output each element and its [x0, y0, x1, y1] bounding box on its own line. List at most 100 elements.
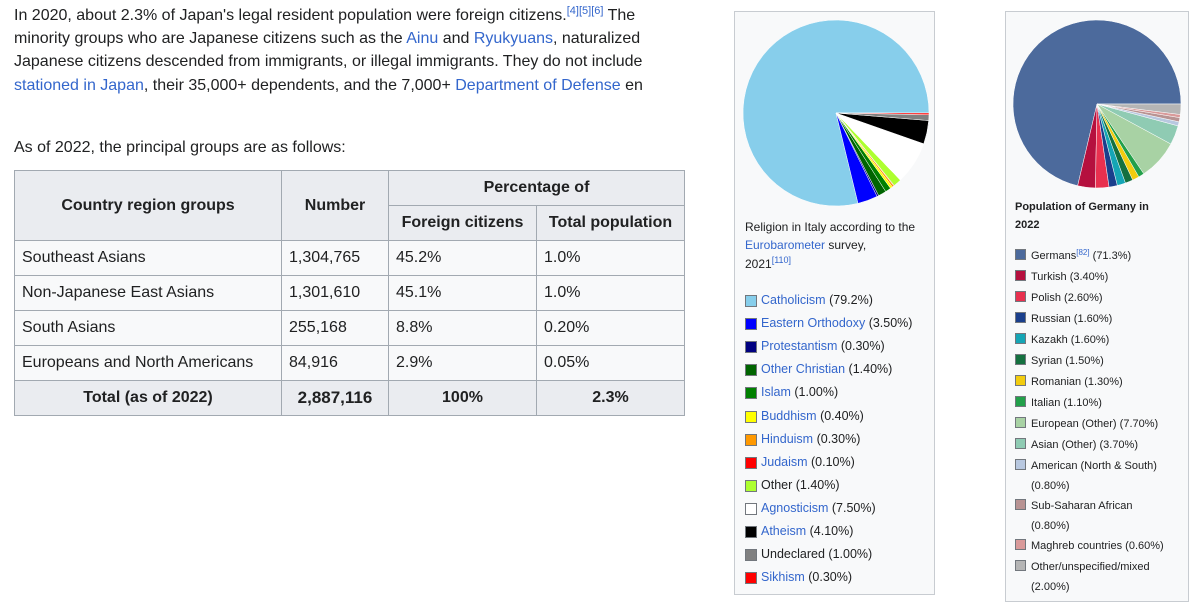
legend-swatch: [745, 526, 757, 538]
legend-label: Germans[82] (71.3%): [1031, 246, 1131, 266]
table-cell: 8.8%: [388, 310, 537, 346]
table-row: Non-Japanese East Asians 1,301,610 45.1% 1.…: [14, 275, 685, 311]
legend-text: Maghreb countries: [1031, 540, 1123, 552]
table-row: Southeast Asians 1,304,765 45.2% 1.0%: [14, 240, 685, 276]
paragraph-text: en: [620, 76, 643, 94]
legend-percentage: (1.10%): [1060, 397, 1102, 409]
legend-swatch: [745, 341, 757, 354]
eurobarometer-link[interactable]: Eurobarometer: [745, 238, 826, 253]
legend-link[interactable]: Protestantism: [761, 339, 838, 354]
paragraph-text: minority groups who are Japanese citizen…: [14, 30, 407, 48]
table-cell: 45.1%: [388, 275, 537, 311]
legend-link[interactable]: Buddhism: [761, 408, 817, 423]
legend-swatch: [745, 387, 757, 400]
legend-link[interactable]: Other Christian: [761, 362, 846, 377]
legend-percentage: (0.10%): [807, 454, 855, 469]
total-cell: 2.3%: [536, 380, 685, 416]
legend-percentage: (0.40%): [816, 408, 864, 423]
legend-text: Undeclared: [761, 547, 825, 562]
legend-label: European (Other) (7.70%): [1031, 414, 1158, 434]
legend-label: Polish (2.60%): [1031, 288, 1103, 308]
italy-religion-pie-chart: [742, 19, 930, 207]
legend-percentage: (1.50%): [1062, 355, 1104, 367]
article-link[interactable]: Ryukyuans: [473, 30, 553, 48]
legend-link[interactable]: Hinduism: [761, 431, 814, 446]
legend-text: Syrian: [1031, 355, 1063, 367]
legend-swatch: [745, 433, 757, 446]
germany-slice-other-unspecified-mixed: [1096, 103, 1182, 115]
legend-swatch: [745, 318, 757, 331]
article-link[interactable]: stationed in Japan: [14, 76, 144, 94]
legend-swatch: [1015, 438, 1026, 449]
italy-slice-catholicism: [742, 19, 930, 207]
legend-text: Italian: [1031, 397, 1061, 409]
legend-label: Other Christian (1.40%): [761, 362, 892, 376]
legend-percentage: (2.60%): [1060, 292, 1103, 304]
paragraph-text: , naturalized: [553, 30, 641, 48]
table-total-row: Total (as of 2022) 2,887,116 100% 2.3%: [14, 380, 685, 416]
legend-percentage: (2.00%): [1031, 581, 1070, 593]
table-cell: 2.9%: [388, 345, 537, 381]
legend-text: Germans: [1031, 250, 1077, 262]
legend-link[interactable]: Islam: [761, 385, 791, 400]
legend-swatch: [1015, 396, 1026, 407]
legend-percentage: (0.30%): [837, 339, 885, 354]
table-cell: 1.0%: [536, 240, 685, 276]
italy-slice-sikhism: [835, 112, 930, 115]
legend-text: Turkish: [1031, 271, 1067, 283]
italy-caption: Religion in Italy according to the Eurob…: [745, 218, 931, 273]
legend-percentage: (1.30%): [1081, 376, 1123, 388]
legend-label: Kazakh (1.60%): [1031, 330, 1109, 350]
legend-link[interactable]: Eastern Orthodoxy: [761, 316, 866, 331]
legend-percentage: (71.3%): [1089, 250, 1132, 262]
legend-percentage: (0.80%): [1031, 520, 1070, 532]
legend-link[interactable]: Atheism: [761, 524, 807, 538]
legend-swatch: [745, 549, 757, 562]
paragraph-text: and: [438, 30, 474, 48]
legend-label: Sikhism (0.30%): [761, 570, 852, 584]
legend-swatch: [745, 410, 757, 423]
paragraph-text: , their 35,000+ dependents, and the 7,00…: [143, 76, 456, 94]
legend-text: Polish: [1031, 292, 1061, 304]
germany-caption: Population of Germany in 2022: [1015, 201, 1149, 231]
legend-percentage: (0.30%): [813, 431, 861, 446]
legend-ref[interactable]: [82]: [1076, 248, 1090, 257]
legend-swatch: [1015, 560, 1026, 571]
total-cell: 100%: [388, 380, 537, 416]
legend-swatch: [745, 456, 757, 469]
legend-label: Russian (1.60%): [1031, 309, 1112, 329]
legend-label: Catholicism (79.2%): [761, 293, 873, 307]
citation-refs[interactable]: [4][5][6]: [566, 5, 604, 17]
legend-label: Judaism (0.10%): [761, 455, 855, 469]
legend-link[interactable]: Catholicism: [761, 293, 826, 307]
legend-percentage: (7.50%): [828, 500, 876, 515]
legend-label: Hinduism (0.30%): [761, 432, 860, 446]
table-cell: South Asians: [14, 310, 282, 346]
header-percentage: Percentage of: [388, 170, 685, 206]
table-lead-text: As of 2022, the principal groups are as …: [14, 139, 346, 156]
legend-swatch: [1015, 291, 1026, 302]
article-link[interactable]: Ainu: [406, 30, 439, 48]
legend-label: American (North & South) (0.80%): [1031, 456, 1157, 496]
legend-label: Asian (Other) (3.70%): [1031, 435, 1138, 455]
legend-text: Sub-Saharan African: [1031, 500, 1133, 512]
italy-caption-ref[interactable]: [110]: [771, 254, 792, 265]
legend-swatch: [1015, 354, 1026, 365]
article-link[interactable]: Department of Defense: [455, 76, 621, 94]
legend-link[interactable]: Sikhism: [761, 570, 805, 585]
paragraph-line: minority groups who are Japanese citizen…: [14, 27, 696, 50]
table-row: South Asians 255,168 8.8% 0.20%: [14, 310, 685, 346]
legend-link[interactable]: Agnosticism: [761, 500, 829, 515]
italy-caption-year: 2021: [745, 256, 772, 271]
legend-label: Other (1.40%): [761, 478, 840, 492]
legend-swatch: [745, 479, 757, 492]
legend-label: Undeclared (1.00%): [761, 547, 872, 561]
legend-link[interactable]: Judaism: [761, 454, 808, 469]
italy-caption-post: survey,: [825, 238, 867, 253]
table-cell: 255,168: [281, 310, 389, 346]
legend-percentage: (0.60%): [1122, 540, 1164, 552]
legend-label: Buddhism (0.40%): [761, 409, 864, 423]
germany-slice-germans: [1012, 19, 1182, 187]
legend-text: Russian: [1031, 313, 1071, 325]
paragraph-text: In 2020, about 2.3% of Japan's legal res…: [14, 7, 567, 24]
